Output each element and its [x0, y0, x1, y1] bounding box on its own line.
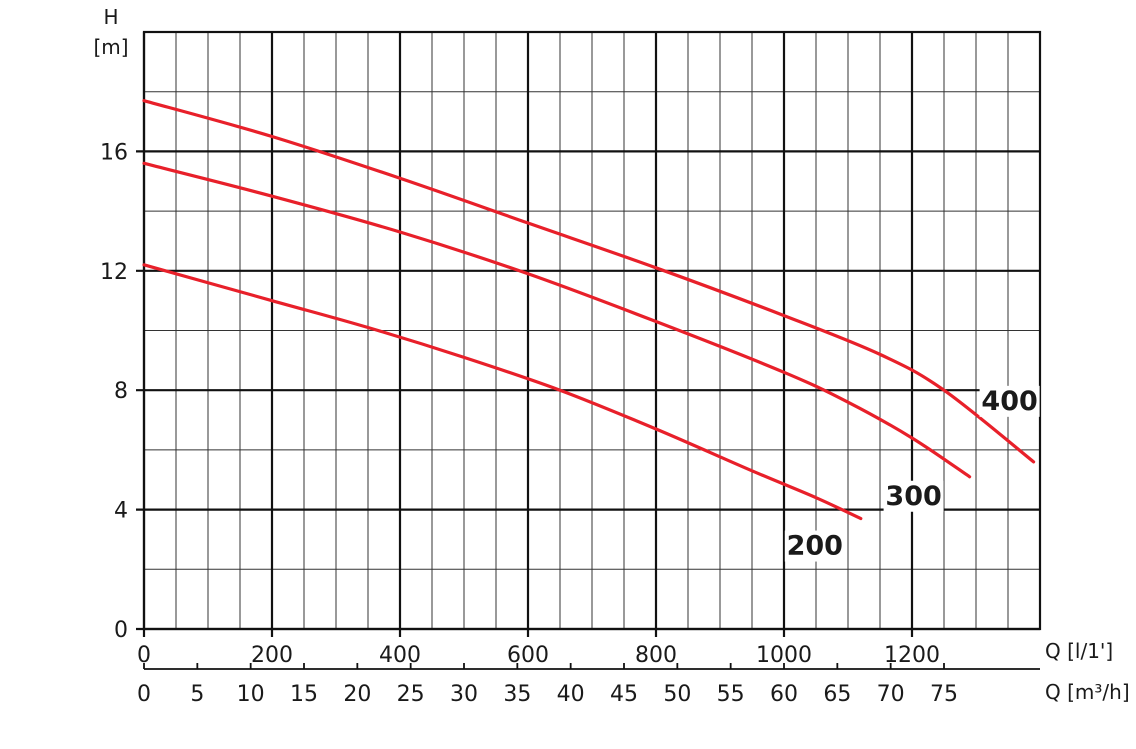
x2-tick-label: 15: [290, 682, 318, 707]
x-tick-labels: 0 200 400 600 800 1000 1200: [137, 643, 940, 668]
x2-tick-label: 20: [343, 682, 371, 707]
x2-tick-label: 25: [397, 682, 425, 707]
x2-tick-label: 50: [663, 682, 691, 707]
x2-tick-label: 5: [190, 682, 204, 707]
minor-grid: [144, 31, 1041, 629]
x2-tick-label: 40: [557, 682, 585, 707]
y-axis-unit: [m]: [93, 35, 128, 59]
curve-label-300: 300: [885, 481, 941, 512]
curve-200: [142, 263, 863, 521]
curve-label-bg-400: [979, 385, 1040, 417]
x2-tick-label: 60: [770, 682, 798, 707]
y-tick-labels: 0 4 8 12 16: [100, 140, 128, 643]
x-tick-label: 400: [379, 643, 421, 668]
x2-tick-label: 10: [237, 682, 265, 707]
curves: [142, 99, 1036, 521]
x-tick-label: 200: [251, 643, 293, 668]
y-tick-label: 8: [114, 379, 128, 404]
y-tick-label: 0: [114, 618, 128, 643]
x2-tick-label: 0: [137, 682, 151, 707]
curve-label-bg-200: [784, 530, 845, 562]
x-tick-label: 1200: [884, 643, 940, 668]
y-tick-label: 12: [100, 260, 128, 285]
curve-label-200: 200: [787, 531, 843, 562]
x2-tick-label: 75: [930, 682, 958, 707]
x-axis-title: Q [l/1']: [1045, 639, 1113, 663]
plot-frame: [142, 30, 1042, 631]
curve-300: [142, 161, 972, 479]
x2-tick-label: 45: [610, 682, 638, 707]
curve-label-400: 400: [981, 386, 1037, 417]
x2-tick-label: 35: [503, 682, 531, 707]
x-tick-label: 600: [507, 643, 549, 668]
x2-tick-label: 55: [717, 682, 745, 707]
y-tick-label: 16: [100, 140, 128, 165]
x-tick-label: 800: [635, 643, 677, 668]
x2-tick-label: 30: [450, 682, 478, 707]
x2-tick-labels: 0 5 10 15 20 25 30 35 40 45 50 55 60 65 70 75: [137, 663, 958, 707]
curve-label-bg-300: [883, 480, 944, 512]
x-tick-label: 0: [137, 643, 151, 668]
x2-tick-label: 70: [877, 682, 905, 707]
y-axis-symbol: H: [103, 5, 118, 29]
x2-axis-title: Q [m³/h]: [1045, 680, 1130, 704]
curve-labels: 200 300 400: [784, 385, 1040, 562]
y-tick-label: 4: [114, 499, 128, 524]
curve-400: [142, 99, 1036, 464]
major-grid: [136, 32, 1040, 637]
x2-tick-label: 65: [823, 682, 851, 707]
